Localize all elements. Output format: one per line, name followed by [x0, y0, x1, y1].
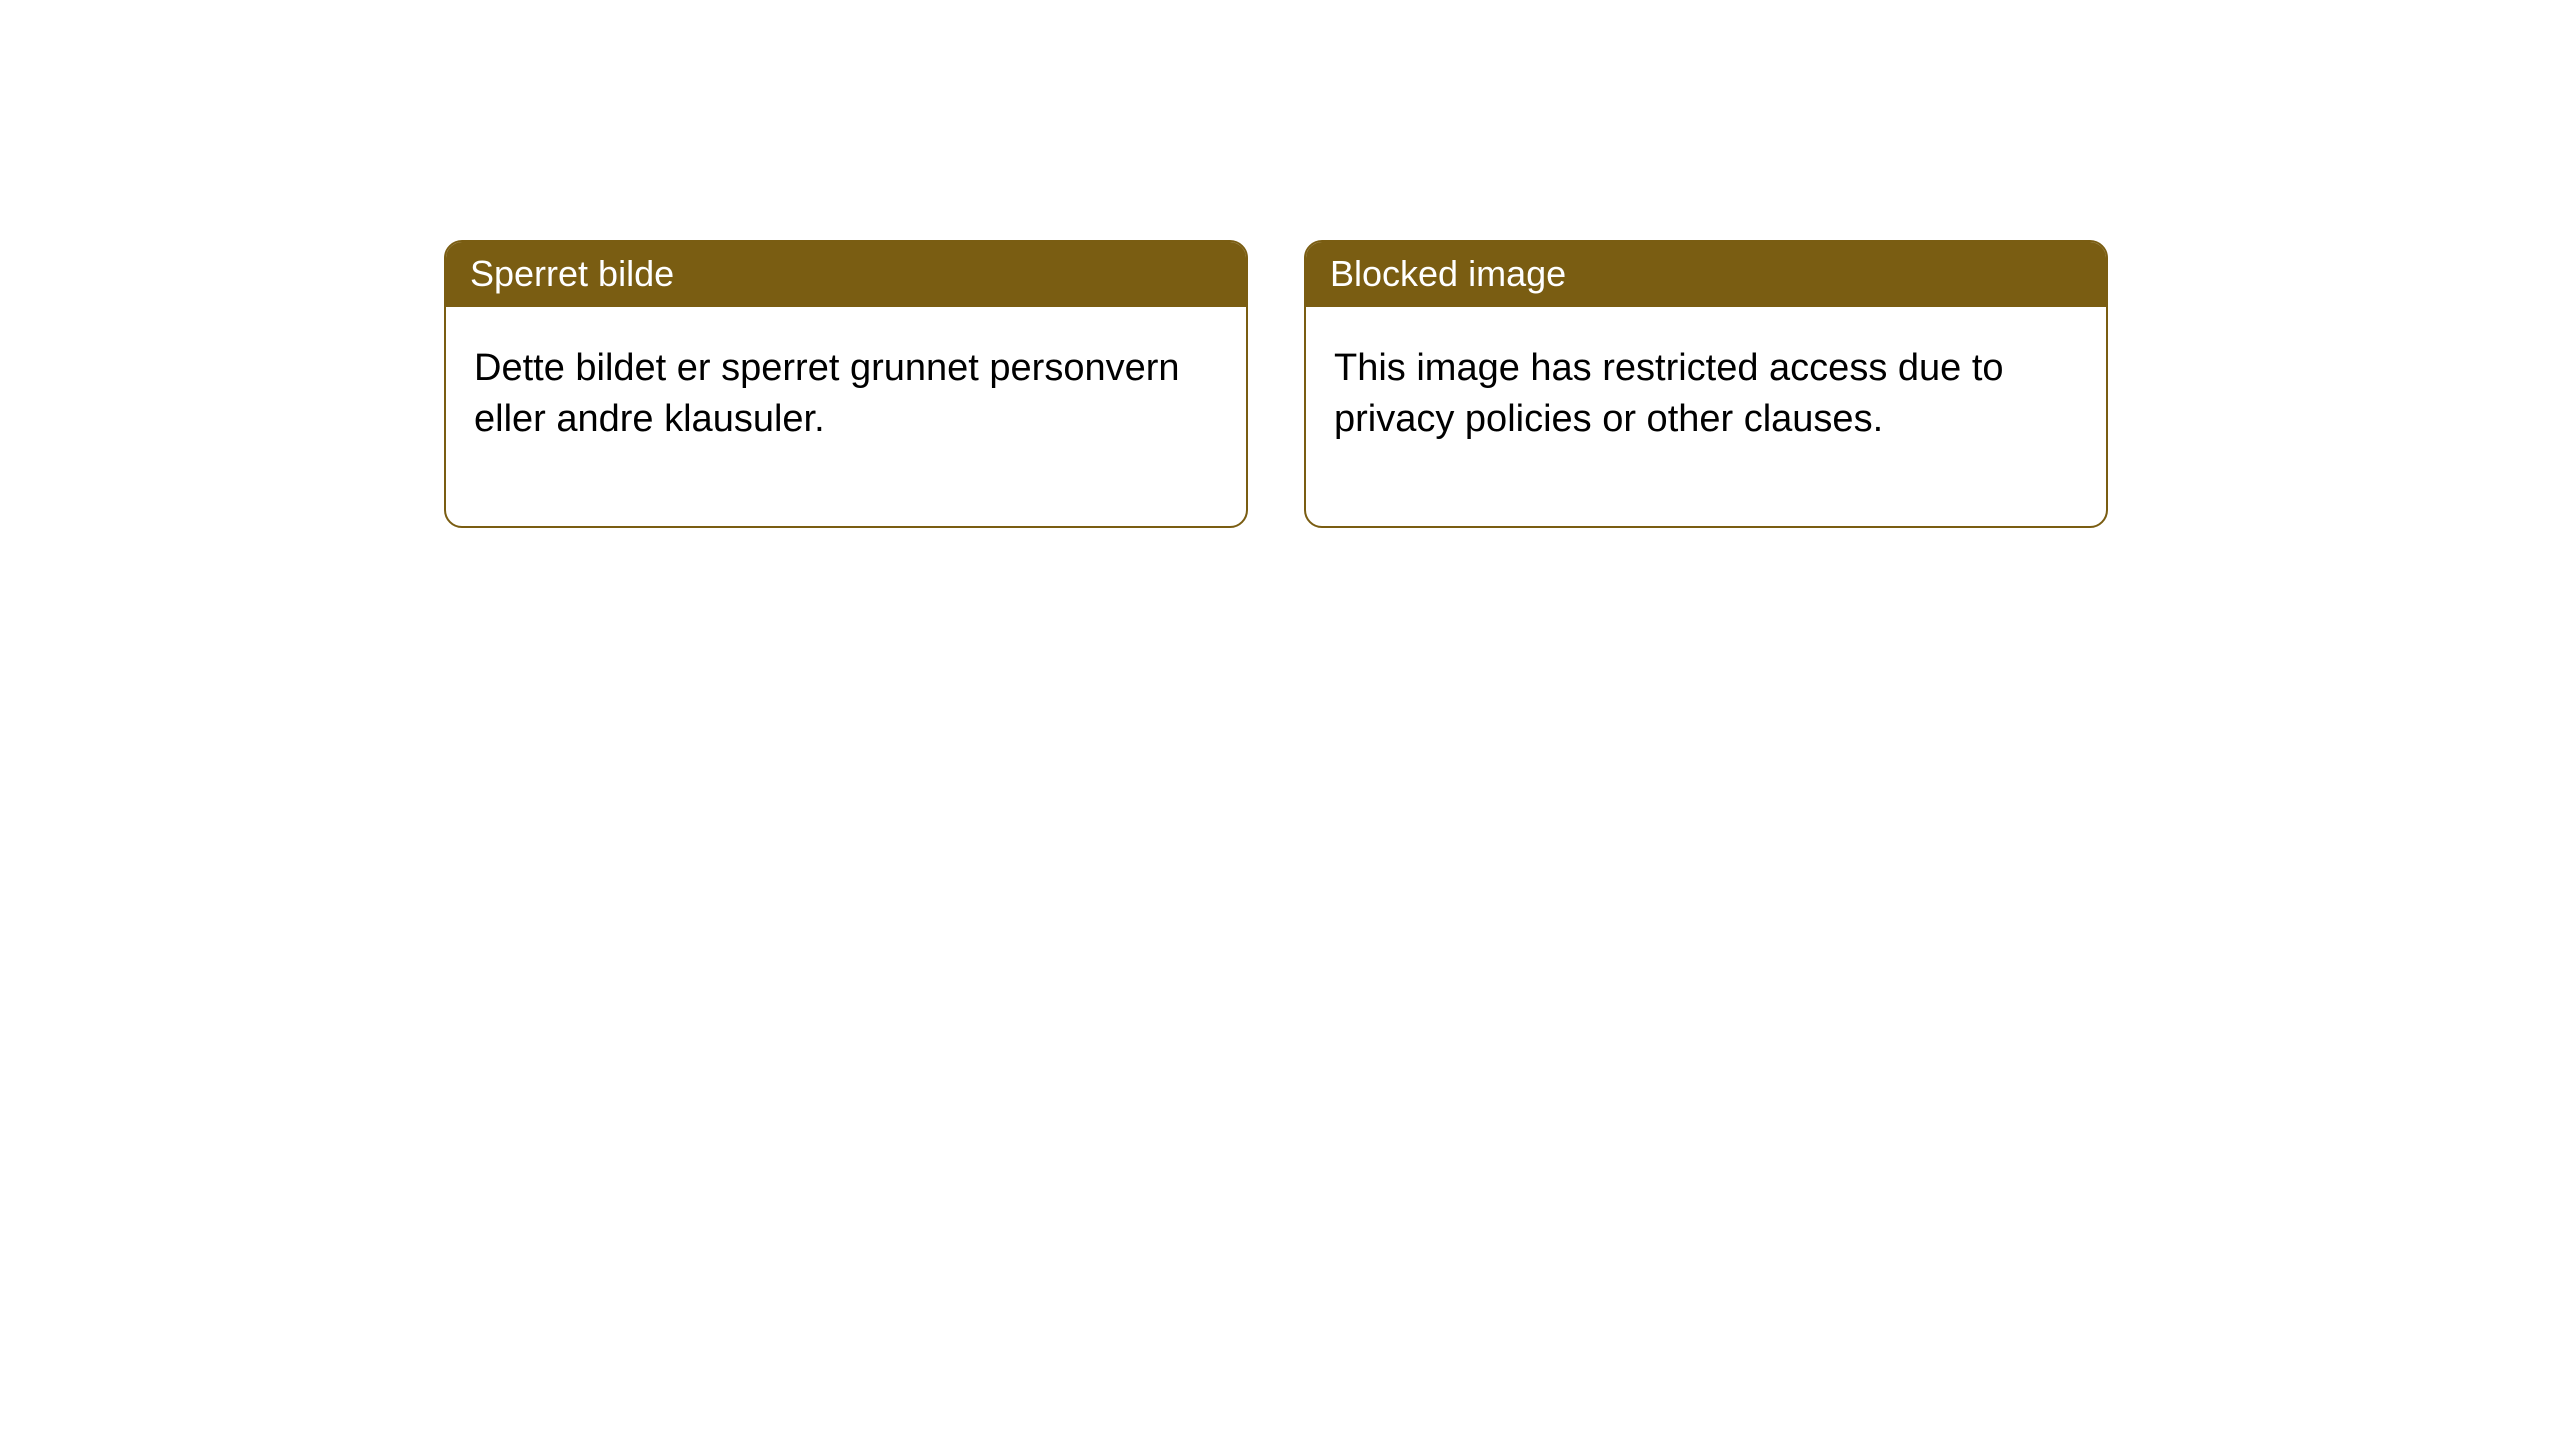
- notice-card-norwegian: Sperret bilde Dette bildet er sperret gr…: [444, 240, 1248, 528]
- notice-card-english: Blocked image This image has restricted …: [1304, 240, 2108, 528]
- notice-container: Sperret bilde Dette bildet er sperret gr…: [0, 0, 2560, 528]
- notice-body-english: This image has restricted access due to …: [1306, 307, 2106, 526]
- notice-header-english: Blocked image: [1306, 242, 2106, 307]
- notice-header-norwegian: Sperret bilde: [446, 242, 1246, 307]
- notice-body-norwegian: Dette bildet er sperret grunnet personve…: [446, 307, 1246, 526]
